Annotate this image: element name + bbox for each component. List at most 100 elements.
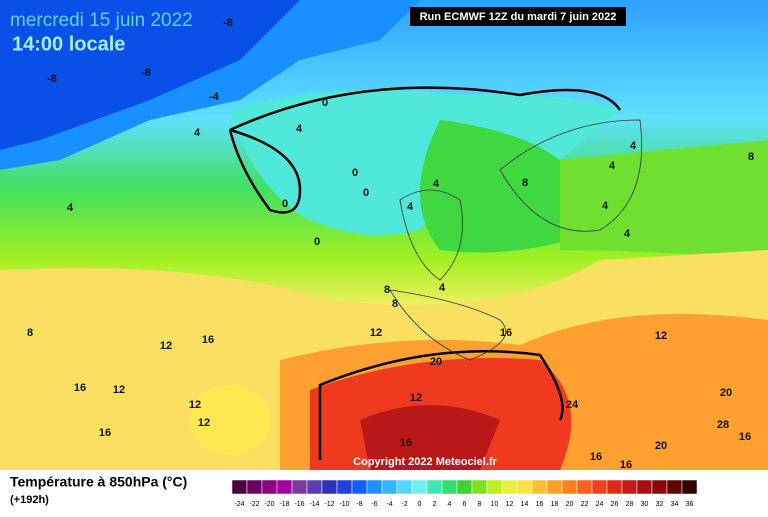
scale-label: 0 xyxy=(418,501,422,508)
scale-label: 12 xyxy=(506,501,514,508)
contour-label: 12 xyxy=(655,330,667,342)
contour-label: -8 xyxy=(47,73,57,85)
color-scale: -24 -22 -20 -18 -16 -14 -12 -10 -8 -6 -4 -2 0 2 4 6 8 10 1… xyxy=(231,479,698,508)
contour-label: 0 xyxy=(352,167,358,179)
scale-label: 36 xyxy=(686,501,694,508)
contour-label: 4 xyxy=(624,228,631,240)
contour-label: 8 xyxy=(384,284,390,296)
contour-label: 20 xyxy=(430,356,442,368)
scale-box xyxy=(486,479,503,495)
contour-label: 0 xyxy=(282,198,288,210)
scale-label: 6 xyxy=(463,501,467,508)
scale-box xyxy=(621,479,638,495)
contour-label: -4 xyxy=(209,91,220,103)
scale-label: 22 xyxy=(581,501,589,508)
contour-label: 4 xyxy=(67,202,74,214)
scale-box xyxy=(681,479,698,495)
contour-label: 4 xyxy=(407,201,414,213)
scale-box xyxy=(261,479,278,495)
contour-label: 16 xyxy=(620,459,632,471)
contour-label: 4 xyxy=(433,178,440,190)
scale-box xyxy=(381,479,398,495)
scale-box xyxy=(276,479,293,495)
scale-label: -2 xyxy=(401,501,407,508)
scale-label: 20 xyxy=(566,501,574,508)
scale-label: 8 xyxy=(478,501,482,508)
contour-label: 0 xyxy=(363,187,369,199)
contour-label: -8 xyxy=(141,67,151,79)
contour-label: 16 xyxy=(74,382,86,394)
scale-label: -10 xyxy=(339,501,349,508)
contour-label: 12 xyxy=(189,399,201,411)
scale-box xyxy=(396,479,413,495)
scale-label: 18 xyxy=(551,501,559,508)
contour-label: 8 xyxy=(392,298,398,310)
scale-box xyxy=(246,479,263,495)
scale-box xyxy=(516,479,533,495)
scale-box xyxy=(471,479,488,495)
contour-label: 4 xyxy=(609,160,616,172)
scale-box xyxy=(456,479,473,495)
contour-label: 12 xyxy=(410,392,422,404)
scale-box xyxy=(576,479,593,495)
contour-label: 4 xyxy=(630,140,637,152)
contour-label: 4 xyxy=(296,123,303,135)
scale-box xyxy=(426,479,443,495)
scale-box xyxy=(411,479,428,495)
contour-label: 0 xyxy=(314,236,320,248)
contour-label: 16 xyxy=(500,327,512,339)
scale-box xyxy=(306,479,323,495)
scale-box xyxy=(231,479,248,495)
contour-label: 12 xyxy=(370,327,382,339)
contour-label: 8 xyxy=(27,327,33,339)
legend-title: Température à 850hPa (°C) xyxy=(10,474,187,490)
contour-label: 16 xyxy=(202,334,214,346)
contour-label: 16 xyxy=(99,427,111,439)
run-label: Run ECMWF 12Z du mardi 7 juin 2022 xyxy=(420,11,617,23)
scale-box xyxy=(606,479,623,495)
scale-label: 30 xyxy=(641,501,649,508)
scale-label: 32 xyxy=(656,501,664,508)
contour-label: -8 xyxy=(223,17,233,29)
scale-label: -6 xyxy=(371,501,377,508)
scale-label: -8 xyxy=(356,501,362,508)
contour-label: 0 xyxy=(322,97,328,109)
scale-label: 16 xyxy=(536,501,544,508)
date-title: mercredi 15 juin 2022 xyxy=(10,10,193,31)
contour-label: 16 xyxy=(400,437,412,449)
scale-box xyxy=(321,479,338,495)
contour-label: 20 xyxy=(720,387,732,399)
scale-box xyxy=(501,479,518,495)
contour-label: 16 xyxy=(590,451,602,463)
scale-label: 34 xyxy=(671,501,679,508)
scale-label: -18 xyxy=(279,501,289,508)
copyright: Copyright 2022 Meteociel.fr xyxy=(353,456,497,468)
contour-label: 12 xyxy=(160,340,172,352)
contour-label: 4 xyxy=(439,282,446,294)
scale-label: -24 xyxy=(234,501,244,508)
scale-label: 28 xyxy=(626,501,634,508)
scale-label: -20 xyxy=(264,501,274,508)
scale-box xyxy=(336,479,353,495)
contour-label: 16 xyxy=(739,431,751,443)
contour-label: 20 xyxy=(655,440,667,452)
scale-box xyxy=(636,479,653,495)
scale-label: 14 xyxy=(521,501,529,508)
scale-box xyxy=(666,479,683,495)
contour-label: 24 xyxy=(566,399,579,411)
time-title: 14:00 locale xyxy=(12,33,125,55)
run-box xyxy=(410,7,626,26)
contour-label: 4 xyxy=(602,200,609,212)
scale-label: -16 xyxy=(294,501,304,508)
scale-label: 10 xyxy=(491,501,499,508)
contour-label: 8 xyxy=(748,151,754,163)
contour-label: 12 xyxy=(198,417,210,429)
scale-box xyxy=(366,479,383,495)
contour-label: 4 xyxy=(194,127,201,139)
scale-label: 26 xyxy=(611,501,619,508)
scale-label: -22 xyxy=(249,501,259,508)
scale-label: -14 xyxy=(309,501,319,508)
contour-label: 8 xyxy=(522,177,528,189)
